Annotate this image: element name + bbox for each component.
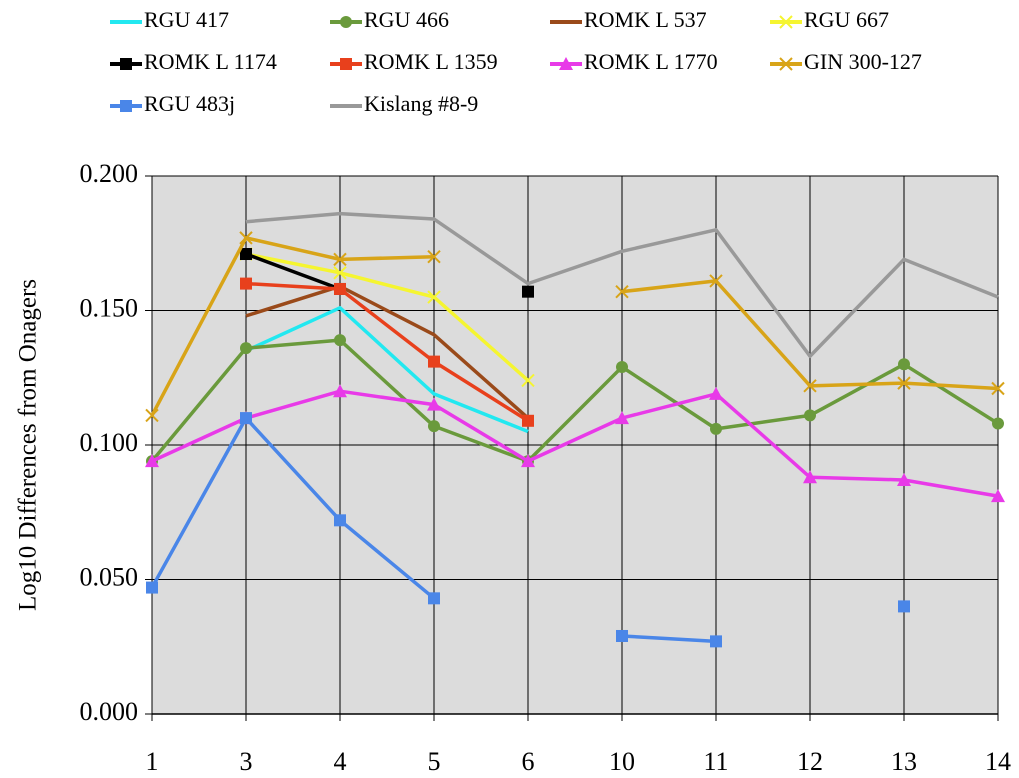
x-tick-label: 5 <box>428 747 441 776</box>
x-tick-label: 10 <box>609 747 635 776</box>
legend-marker <box>779 57 793 71</box>
data-point <box>333 266 347 280</box>
x-tick-label: 6 <box>522 747 535 776</box>
series-line <box>245 252 341 291</box>
legend-label: GIN 300-127 <box>804 49 922 74</box>
data-point <box>333 384 347 398</box>
series-line <box>245 306 529 434</box>
x-tick-label: 3 <box>240 747 253 776</box>
data-point <box>146 581 158 594</box>
series-line <box>150 416 436 600</box>
data-point <box>334 282 346 295</box>
x-tick-label: 1 <box>146 747 159 776</box>
data-point <box>616 360 628 373</box>
data-point <box>898 358 910 371</box>
data-point <box>991 489 1005 503</box>
legend-label: Kislang #8-9 <box>364 91 478 116</box>
legend-label: ROMK L 1174 <box>144 49 277 74</box>
data-point <box>240 412 252 425</box>
data-point <box>522 414 534 427</box>
series-line <box>245 252 530 382</box>
legend-marker <box>340 16 352 28</box>
series-line <box>245 284 530 420</box>
data-point <box>333 252 347 267</box>
x-tick-label: 11 <box>703 747 728 776</box>
series-line <box>150 338 999 463</box>
data-point <box>427 290 441 304</box>
data-point <box>803 470 817 484</box>
series-line <box>245 211 999 358</box>
legend-marker <box>779 15 793 29</box>
data-point <box>616 629 628 642</box>
x-tick-label: 14 <box>985 747 1011 776</box>
data-point <box>428 355 440 368</box>
y-axis-label: Log10 Differences from Onagers <box>15 279 42 611</box>
data-point <box>334 334 346 347</box>
legend-label: ROMK L 1770 <box>584 49 718 74</box>
data-point <box>521 454 535 468</box>
legend-marker <box>120 58 132 70</box>
data-point <box>428 592 440 605</box>
series-line <box>150 236 435 417</box>
y-tick-label: 0.200 <box>80 159 139 188</box>
legend-label: RGU 483j <box>144 91 235 116</box>
data-point <box>522 285 534 298</box>
data-point <box>710 422 722 435</box>
legend-marker <box>340 58 352 70</box>
data-point <box>240 277 252 290</box>
y-tick-label: 0.150 <box>80 293 139 322</box>
legend-label: RGU 466 <box>364 7 449 32</box>
data-point <box>898 600 910 613</box>
y-tick-label: 0.050 <box>80 562 139 591</box>
legend-marker <box>120 100 132 112</box>
data-point <box>145 408 159 423</box>
x-tick-label: 13 <box>891 747 917 776</box>
data-point <box>521 373 535 388</box>
data-point <box>803 379 817 393</box>
data-point <box>991 381 1005 396</box>
data-point <box>615 284 629 299</box>
data-point <box>240 342 252 355</box>
series-line <box>151 389 999 498</box>
data-point <box>897 472 911 486</box>
data-point <box>709 274 723 288</box>
data-point <box>427 397 441 411</box>
legend-label: ROMK L 537 <box>584 7 707 32</box>
data-point <box>897 376 911 390</box>
y-tick-label: 0.000 <box>80 697 139 726</box>
data-point <box>428 420 440 433</box>
series-line <box>245 281 529 423</box>
data-point <box>334 514 346 527</box>
legend-marker <box>559 57 573 70</box>
x-tick-label: 4 <box>334 747 347 776</box>
data-point <box>992 417 1004 430</box>
legend-label: ROMK L 1359 <box>364 49 498 74</box>
data-point <box>427 249 441 264</box>
legend-label: RGU 667 <box>804 7 889 32</box>
data-point <box>239 231 253 245</box>
series-line <box>621 634 717 644</box>
data-point <box>145 454 159 468</box>
data-point <box>615 411 629 425</box>
y-tick-label: 0.100 <box>80 428 139 457</box>
data-point <box>240 248 252 261</box>
data-point <box>709 386 723 400</box>
data-point <box>804 409 816 422</box>
data-point <box>710 635 722 648</box>
x-tick-label: 12 <box>797 747 823 776</box>
legend-label: RGU 417 <box>144 7 229 32</box>
